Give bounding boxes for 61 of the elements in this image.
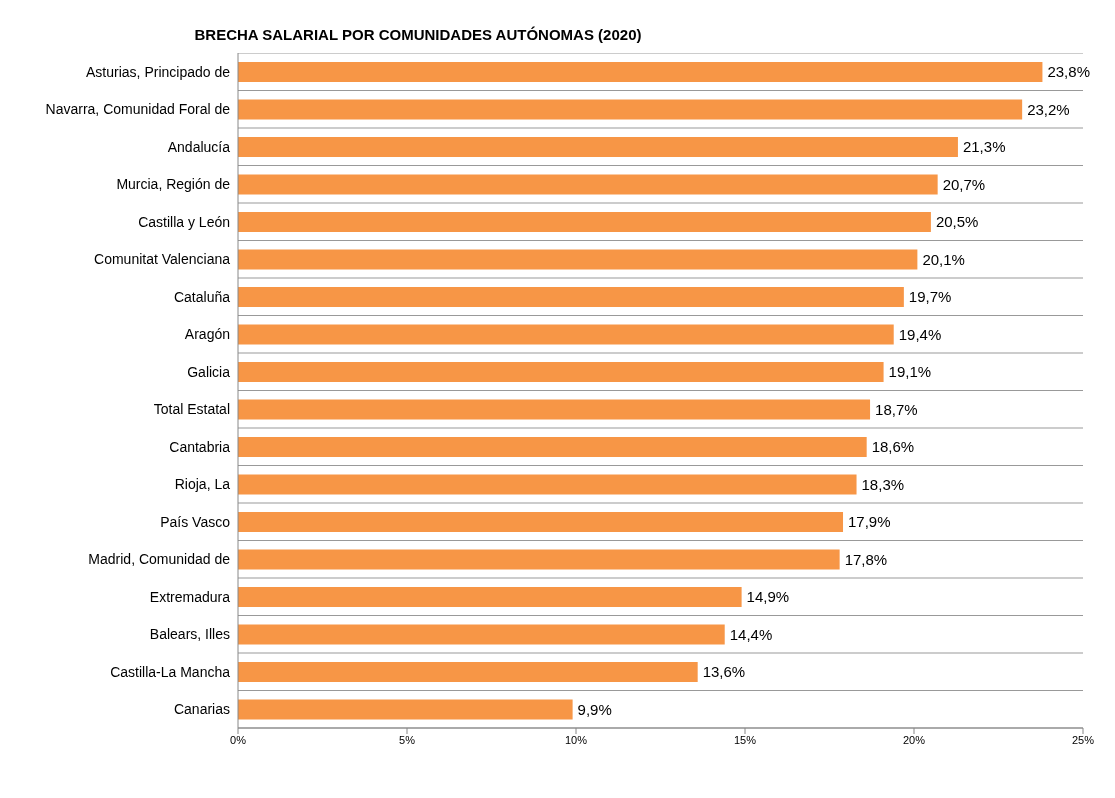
bar (238, 624, 725, 645)
y-tick-label: Castilla y León (138, 213, 230, 230)
data-label: 19,1% (888, 363, 932, 381)
data-label: 23,8% (1047, 63, 1090, 81)
bar (238, 287, 904, 307)
chart-title: BRECHA SALARIAL POR COMUNIDADES AUTÓNOMAS (2020) (193, 26, 643, 43)
bar (238, 512, 844, 532)
y-tick-label: Comunitat Valenciana (94, 251, 231, 268)
y-tick-label: Aragón (184, 326, 230, 343)
y-tick-label: Cantabria (169, 438, 231, 455)
bar (238, 362, 884, 382)
data-label: 20,1% (922, 250, 965, 268)
data-label: 20,5% (935, 213, 979, 231)
data-label: 14,9% (746, 588, 790, 606)
data-label: 18,3% (861, 475, 905, 493)
bar (238, 587, 742, 607)
data-label: 18,7% (875, 400, 918, 418)
y-tick-label: Asturias, Principado de (86, 63, 231, 80)
y-tick-label: Cataluña (173, 288, 231, 305)
y-tick-label: Murcia, Región de (116, 176, 231, 193)
data-label: 9,9% (577, 700, 612, 718)
y-tick-label: Canarias (173, 701, 230, 718)
data-label: 13,6% (702, 663, 746, 681)
x-tick-label: 10% (564, 733, 588, 746)
y-tick-label: Castilla-La Mancha (110, 663, 231, 680)
data-label: 21,3% (962, 138, 1006, 156)
y-tick-label: Extremadura (149, 588, 231, 605)
data-label: 17,9% (848, 513, 891, 531)
bar (238, 249, 918, 270)
bar (238, 212, 931, 232)
bar (238, 324, 894, 345)
bar (238, 699, 573, 720)
data-label: 19,7% (908, 288, 952, 306)
bar (238, 174, 938, 195)
bar (238, 437, 867, 457)
bar (238, 474, 857, 495)
x-tick-label: 25% (1071, 733, 1095, 746)
y-tick-label: País Vasco (160, 513, 231, 530)
data-label: 18,6% (871, 438, 915, 456)
y-tick-label: Total Estatal (153, 401, 230, 418)
y-tick-label: Madrid, Comunidad de (88, 551, 231, 568)
y-tick-label: Galicia (187, 363, 231, 380)
x-tick-label: 5% (399, 733, 416, 746)
bar (238, 99, 1023, 120)
data-label: 20,7% (942, 175, 986, 193)
data-label: 14,4% (729, 625, 773, 643)
data-label: 23,2% (1027, 100, 1070, 118)
bar (238, 399, 871, 420)
y-tick-label: Rioja, La (174, 476, 231, 493)
bar (238, 662, 698, 682)
y-tick-label: Andalucía (167, 138, 231, 155)
x-tick-label: 20% (902, 733, 926, 746)
data-label: 19,4% (898, 325, 942, 343)
y-tick-label: Balears, Illes (149, 626, 230, 643)
bar (238, 137, 958, 157)
bar (238, 549, 840, 570)
y-tick-label: Navarra, Comunidad Foral de (45, 101, 231, 118)
bar (238, 62, 1043, 82)
data-label: 17,8% (844, 550, 888, 568)
x-tick-label: 15% (733, 733, 757, 746)
x-tick-label: 0% (230, 733, 247, 746)
